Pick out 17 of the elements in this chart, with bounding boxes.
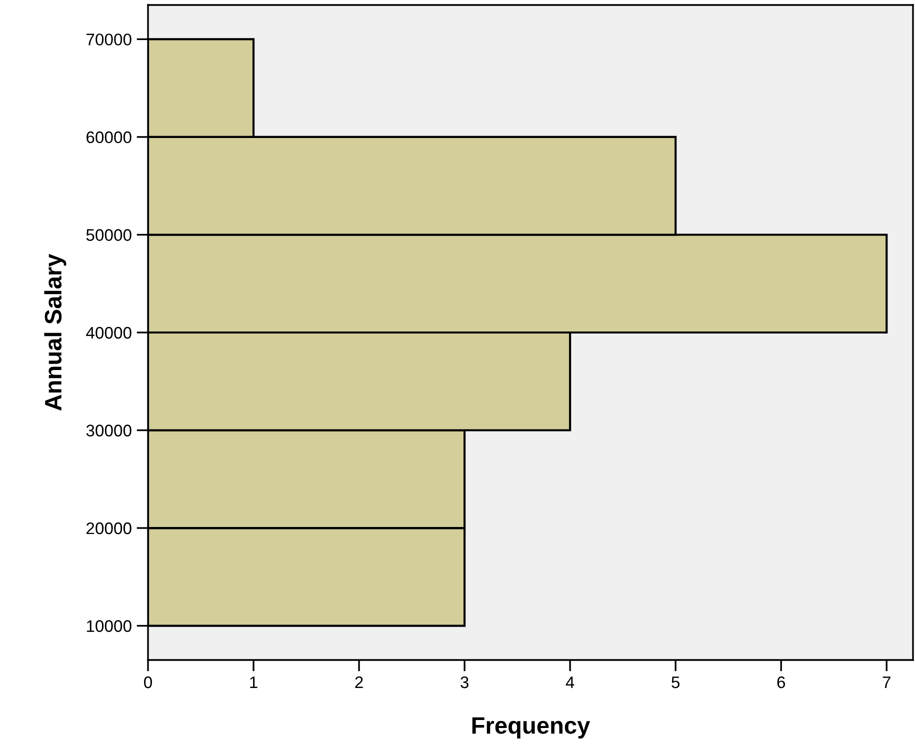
x-tick-label: 4 [566,676,574,688]
x-tick-label: 2 [355,676,363,688]
y-tick-label: 20000 [86,522,132,534]
x-axis-title: Frequency [472,717,590,739]
x-tick-label: 7 [882,676,890,688]
y-tick-label: 60000 [86,131,132,144]
y-tick-label: 70000 [86,34,132,46]
x-tick-label: 0 [144,676,152,688]
x-tick-label: 5 [672,676,680,688]
y-tick-label: 30000 [86,424,132,436]
y-axis-title: Annual Salary [44,254,66,411]
x-tick-label: 3 [460,676,468,688]
y-tick-label: 50000 [86,229,132,241]
x-tick-label: 1 [250,676,258,688]
x-tick-label: 6 [777,676,786,688]
y-tick-label: 10000 [86,620,132,632]
y-tick-label: 40000 [86,326,132,339]
